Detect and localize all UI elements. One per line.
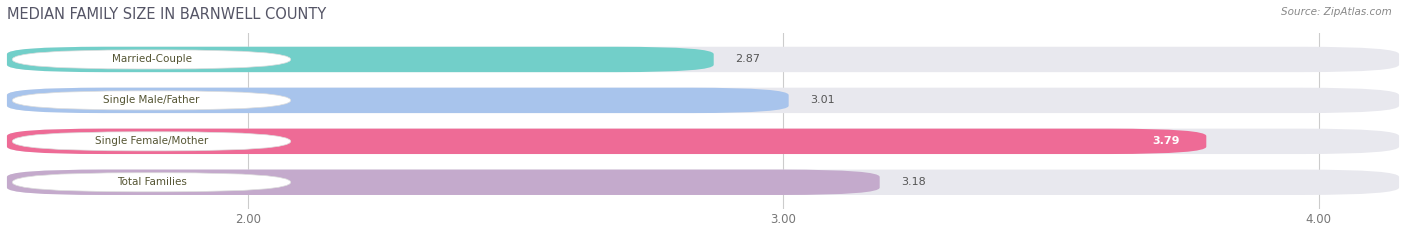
Text: 3.18: 3.18 [901,177,927,187]
FancyBboxPatch shape [7,47,1399,72]
FancyBboxPatch shape [13,173,291,192]
FancyBboxPatch shape [7,129,1399,154]
FancyBboxPatch shape [7,88,789,113]
FancyBboxPatch shape [7,47,714,72]
FancyBboxPatch shape [7,170,1399,195]
Text: Total Families: Total Families [117,177,187,187]
Text: 2.87: 2.87 [735,55,761,65]
Text: Single Female/Mother: Single Female/Mother [94,136,208,146]
FancyBboxPatch shape [7,88,1399,113]
Text: 3.01: 3.01 [810,95,835,105]
FancyBboxPatch shape [13,132,291,151]
FancyBboxPatch shape [13,91,291,110]
Text: Married-Couple: Married-Couple [111,55,191,65]
Text: 3.79: 3.79 [1152,136,1180,146]
Text: Single Male/Father: Single Male/Father [103,95,200,105]
FancyBboxPatch shape [7,170,880,195]
Text: MEDIAN FAMILY SIZE IN BARNWELL COUNTY: MEDIAN FAMILY SIZE IN BARNWELL COUNTY [7,7,326,22]
FancyBboxPatch shape [13,50,291,69]
Text: Source: ZipAtlas.com: Source: ZipAtlas.com [1281,7,1392,17]
FancyBboxPatch shape [7,129,1206,154]
